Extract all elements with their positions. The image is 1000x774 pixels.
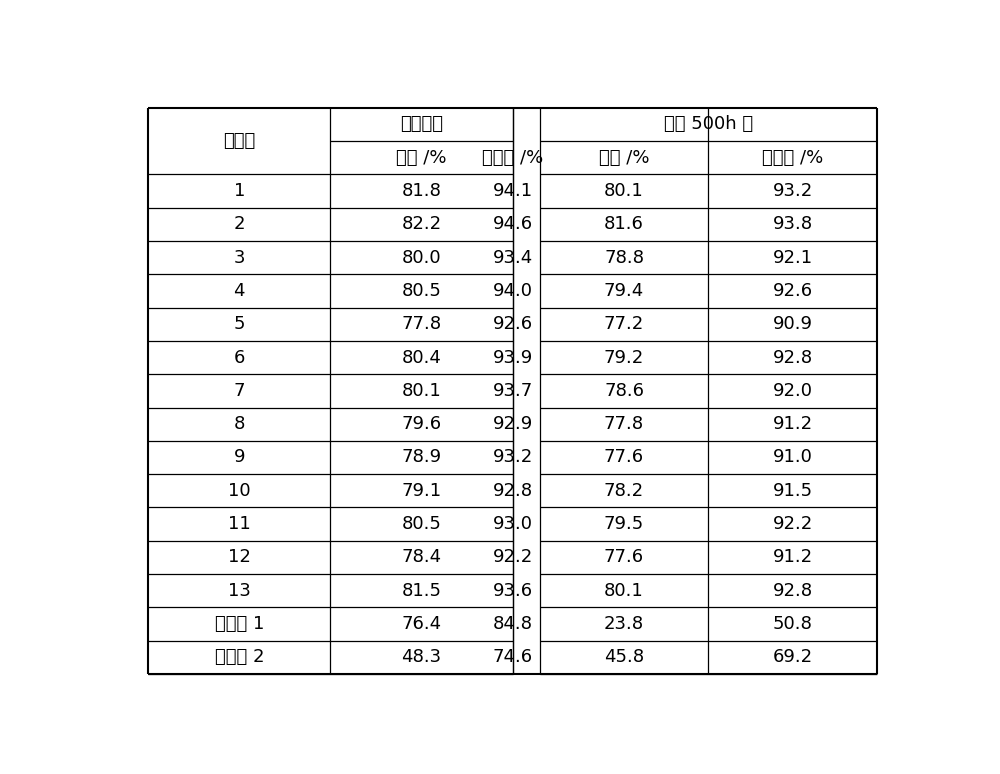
Text: 78.4: 78.4 <box>401 549 442 567</box>
Text: 79.1: 79.1 <box>401 481 442 500</box>
Text: 91.0: 91.0 <box>773 448 812 467</box>
Text: 6: 6 <box>234 348 245 367</box>
Text: 80.1: 80.1 <box>402 382 441 400</box>
Text: 48.3: 48.3 <box>401 649 442 666</box>
Text: 5: 5 <box>234 315 245 334</box>
Text: 82.2: 82.2 <box>401 215 442 233</box>
Text: 产率 /%: 产率 /% <box>599 149 649 166</box>
Text: 80.4: 80.4 <box>402 348 441 367</box>
Text: 81.6: 81.6 <box>604 215 644 233</box>
Text: 81.5: 81.5 <box>401 582 441 600</box>
Text: 94.6: 94.6 <box>492 215 533 233</box>
Text: 92.6: 92.6 <box>492 315 533 334</box>
Text: 选择性 /%: 选择性 /% <box>482 149 543 166</box>
Text: 9: 9 <box>234 448 245 467</box>
Text: 93.4: 93.4 <box>492 248 533 267</box>
Text: 对比例 1: 对比例 1 <box>215 615 264 633</box>
Text: 92.6: 92.6 <box>772 282 813 300</box>
Text: 79.5: 79.5 <box>604 515 644 533</box>
Text: 93.2: 93.2 <box>772 182 813 200</box>
Text: 对比例 2: 对比例 2 <box>215 649 264 666</box>
Text: 80.5: 80.5 <box>402 282 441 300</box>
Text: 80.0: 80.0 <box>402 248 441 267</box>
Text: 1: 1 <box>234 182 245 200</box>
Text: 4: 4 <box>234 282 245 300</box>
Text: 77.2: 77.2 <box>604 315 644 334</box>
Text: 92.2: 92.2 <box>772 515 813 533</box>
Text: 13: 13 <box>228 582 251 600</box>
Text: 45.8: 45.8 <box>604 649 644 666</box>
Text: 11: 11 <box>228 515 251 533</box>
Text: 92.8: 92.8 <box>772 582 813 600</box>
Text: 反应初始: 反应初始 <box>400 115 443 133</box>
Text: 94.1: 94.1 <box>492 182 533 200</box>
Text: 74.6: 74.6 <box>492 649 533 666</box>
Text: 79.4: 79.4 <box>604 282 644 300</box>
Text: 80.1: 80.1 <box>604 182 644 200</box>
Text: 91.2: 91.2 <box>772 549 813 567</box>
Text: 93.7: 93.7 <box>492 382 533 400</box>
Text: 80.1: 80.1 <box>604 582 644 600</box>
Text: 91.2: 91.2 <box>772 415 813 433</box>
Text: 93.2: 93.2 <box>492 448 533 467</box>
Text: 76.4: 76.4 <box>401 615 442 633</box>
Text: 93.6: 93.6 <box>492 582 533 600</box>
Text: 50.8: 50.8 <box>773 615 812 633</box>
Text: 7: 7 <box>234 382 245 400</box>
Text: 90.9: 90.9 <box>773 315 813 334</box>
Text: 77.6: 77.6 <box>604 549 644 567</box>
Text: 92.8: 92.8 <box>492 481 533 500</box>
Text: 81.8: 81.8 <box>402 182 441 200</box>
Text: 78.2: 78.2 <box>604 481 644 500</box>
Text: 94.0: 94.0 <box>492 282 532 300</box>
Text: 69.2: 69.2 <box>772 649 813 666</box>
Text: 23.8: 23.8 <box>604 615 644 633</box>
Text: 92.1: 92.1 <box>772 248 813 267</box>
Text: 10: 10 <box>228 481 251 500</box>
Text: 79.2: 79.2 <box>604 348 644 367</box>
Text: 77.8: 77.8 <box>401 315 442 334</box>
Text: 77.8: 77.8 <box>604 415 644 433</box>
Text: 产率 /%: 产率 /% <box>396 149 447 166</box>
Text: 84.8: 84.8 <box>492 615 532 633</box>
Text: 78.6: 78.6 <box>604 382 644 400</box>
Text: 92.9: 92.9 <box>492 415 533 433</box>
Text: 12: 12 <box>228 549 251 567</box>
Text: 80.5: 80.5 <box>402 515 441 533</box>
Text: 92.2: 92.2 <box>492 549 533 567</box>
Text: 91.5: 91.5 <box>772 481 813 500</box>
Text: 79.6: 79.6 <box>401 415 442 433</box>
Text: 78.9: 78.9 <box>401 448 442 467</box>
Text: 92.0: 92.0 <box>773 382 813 400</box>
Text: 92.8: 92.8 <box>772 348 813 367</box>
Text: 77.6: 77.6 <box>604 448 644 467</box>
Text: 93.0: 93.0 <box>492 515 532 533</box>
Text: 93.9: 93.9 <box>492 348 533 367</box>
Text: 3: 3 <box>234 248 245 267</box>
Text: 2: 2 <box>234 215 245 233</box>
Text: 78.8: 78.8 <box>604 248 644 267</box>
Text: 8: 8 <box>234 415 245 433</box>
Text: 93.8: 93.8 <box>772 215 813 233</box>
Text: 反应 500h 后: 反应 500h 后 <box>664 115 753 133</box>
Text: 选择性 /%: 选择性 /% <box>762 149 823 166</box>
Text: 实施例: 实施例 <box>223 132 255 150</box>
